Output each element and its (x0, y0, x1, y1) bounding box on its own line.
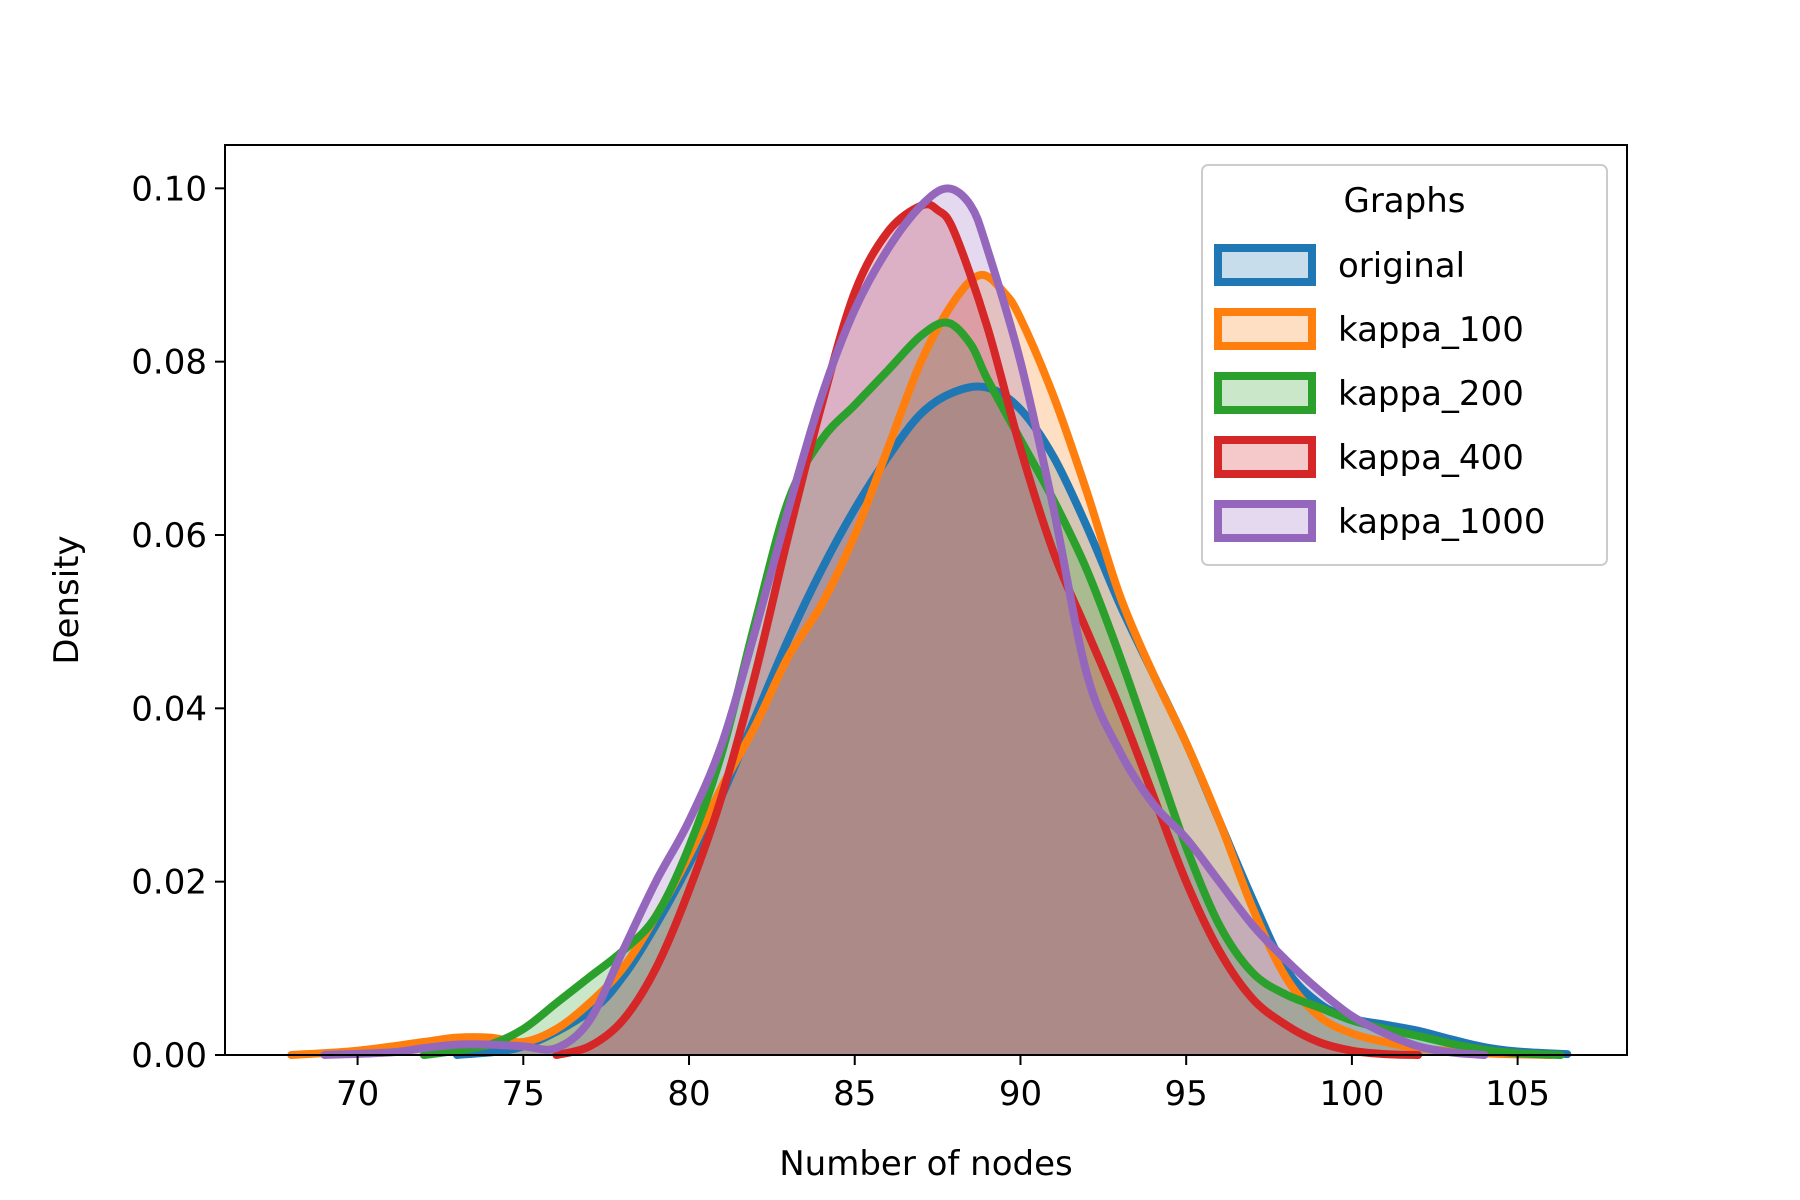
density-fill-kappa_100 (291, 274, 1551, 1055)
legend-item-original: original (1214, 244, 1465, 286)
legend-swatch (1214, 500, 1316, 542)
legend-item-kappa_1000: kappa_1000 (1214, 500, 1545, 542)
y-tick-label: 0.10 (131, 169, 207, 209)
density-fill-kappa_1000 (324, 188, 1485, 1055)
x-tick-label: 75 (502, 1074, 545, 1114)
legend-swatch (1214, 244, 1316, 286)
legend-item-kappa_100: kappa_100 (1214, 308, 1524, 350)
y-tick-label: 0.08 (131, 343, 207, 383)
legend-label: original (1338, 246, 1465, 286)
density-line-kappa_100 (287, 270, 1555, 1059)
x-tick-label: 105 (1485, 1074, 1550, 1114)
y-tick-label: 0.06 (131, 516, 207, 556)
legend-swatch (1214, 372, 1316, 414)
density-fill-original (457, 386, 1568, 1055)
x-tick-label: 85 (833, 1074, 876, 1114)
x-tick-label: 95 (1165, 1074, 1208, 1114)
x-tick-label: 90 (999, 1074, 1042, 1114)
legend-label: kappa_200 (1338, 374, 1524, 414)
y-tick-label: 0.04 (131, 689, 207, 729)
density-line-kappa_1000 (320, 184, 1489, 1059)
y-tick-label: 0.02 (131, 863, 207, 903)
legend-swatch (1214, 436, 1316, 478)
x-axis-title: Number of nodes (779, 1144, 1073, 1184)
y-axis-title: Density (47, 535, 87, 664)
density-fill-kappa_200 (423, 322, 1561, 1055)
legend-items: original kappa_100 kappa_200 kappa_400kappa… (1214, 244, 1545, 542)
density-fill-kappa_400 (556, 204, 1419, 1055)
legend: Graphs original kappa_100 kappa_200 kappa_4… (1201, 164, 1608, 566)
density-lines (287, 184, 1572, 1059)
y-tick-label: 0.00 (131, 1036, 207, 1076)
legend-item-kappa_200: kappa_200 (1214, 372, 1524, 414)
plot-frame (224, 144, 1628, 1056)
x-tick-label: 70 (336, 1074, 379, 1114)
legend-frame (1201, 164, 1608, 566)
legend-label: kappa_400 (1338, 438, 1524, 478)
x-tick-label: 80 (667, 1074, 710, 1114)
legend-label: kappa_1000 (1338, 502, 1545, 542)
density-fills (291, 188, 1568, 1055)
ticks: 70 75 80 85 90 95 100 105 0.00 0.02 0.04 0.06 0.08 0.… (131, 169, 1550, 1114)
axes (224, 144, 1628, 1056)
legend-item-kappa_400: kappa_400 (1214, 436, 1524, 478)
legend-swatch (1214, 308, 1316, 350)
density-line-kappa_400 (552, 200, 1423, 1059)
legend-label: kappa_100 (1338, 310, 1524, 350)
legend-title: Graphs (1343, 181, 1465, 221)
x-tick-label: 100 (1319, 1074, 1384, 1114)
